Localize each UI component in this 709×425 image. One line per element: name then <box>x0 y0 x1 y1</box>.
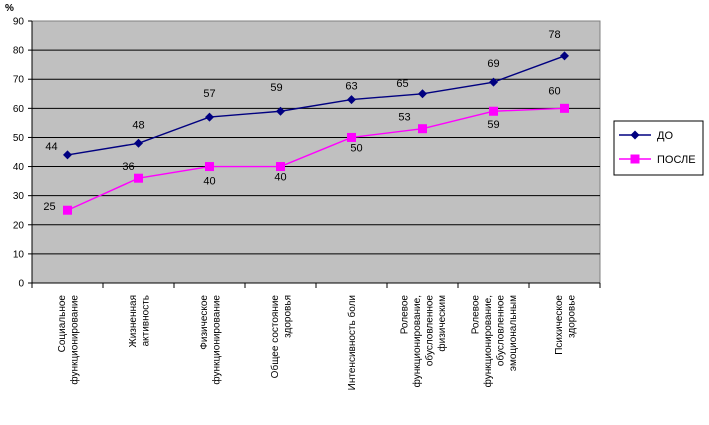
marker-do <box>134 138 143 148</box>
x-tick-label-line: функционирование <box>68 295 80 385</box>
x-tick-label-line: функционирование, <box>411 295 423 387</box>
y-axis-label: % <box>5 3 14 14</box>
x-tick-label: Физическое функционирование <box>199 295 223 385</box>
x-tick-label-line: Жизненная <box>128 295 139 348</box>
marker-do <box>63 150 72 160</box>
data-label: 60 <box>548 85 560 97</box>
legend-marker-do <box>630 130 640 140</box>
data-label: 69 <box>487 58 499 70</box>
marker-do <box>276 106 285 116</box>
data-label: 40 <box>203 176 215 188</box>
y-axis: 0 10 20 30 40 50 60 70 80 90 <box>13 17 33 290</box>
data-label: 36 <box>122 161 134 173</box>
y-tick-label: 10 <box>13 249 25 260</box>
x-tick-label-line: активность <box>140 295 151 346</box>
x-tick-label-line: физическим <box>436 295 448 352</box>
x-tick-label-line: Социальное <box>57 295 68 353</box>
marker-do <box>418 89 427 99</box>
x-tick-label-line: Общее состояние <box>269 295 281 379</box>
data-label: 48 <box>132 119 144 131</box>
x-tick-label-line: функционирование, <box>482 295 494 387</box>
y-tick-label: 80 <box>13 46 25 57</box>
marker-posle <box>418 124 427 134</box>
x-tick-label-line: Интенсивность боли <box>346 295 358 390</box>
marker-do <box>489 77 498 87</box>
gridlines <box>32 49 600 255</box>
x-tick-label-line: Психическое <box>554 295 565 355</box>
y-tick-label: 50 <box>13 133 25 144</box>
data-label: 44 <box>45 141 57 153</box>
data-label: 25 <box>43 201 55 213</box>
data-label: 40 <box>274 172 286 184</box>
x-tick-label-line: эмоциональным <box>508 295 519 371</box>
x-tick-label-line: обусловленное <box>423 295 435 367</box>
data-label: 50 <box>350 142 362 154</box>
x-tick-label-line: обусловленное <box>494 295 506 367</box>
series-line-posle <box>67 107 565 211</box>
y-tick-label: 0 <box>18 279 24 290</box>
y-tick-label: 60 <box>13 104 25 115</box>
data-label: 53 <box>398 112 410 124</box>
data-label: 59 <box>487 119 499 131</box>
data-label: 63 <box>345 81 357 93</box>
x-tick-label-line: Физическое <box>199 295 210 350</box>
marker-posle <box>489 106 498 116</box>
marker-do <box>560 51 569 61</box>
legend-label: ПОСЛЕ <box>657 154 696 166</box>
series-line-do <box>67 55 565 156</box>
x-tick-label: Ролевое функционирование, обусловленное эмо… <box>470 295 519 388</box>
series-layer: 44 48 57 59 63 65 69 78 25 36 40 40 50 53 59 60 <box>43 29 569 215</box>
x-tick-label-line: здоровье <box>566 295 577 338</box>
x-tick-label-line: Ролевое <box>470 295 481 335</box>
legend: ДО ПОСЛЕ <box>613 120 704 176</box>
marker-posle <box>134 173 143 183</box>
marker-posle <box>205 162 214 172</box>
x-tick-label-line: здоровья <box>282 295 293 338</box>
y-tick-label: 20 <box>13 220 25 231</box>
marker-posle <box>560 103 569 113</box>
legend-label: ДО <box>657 130 673 142</box>
marker-posle <box>276 162 285 172</box>
x-tick-label: Ролевое функционирование, обусловленное физ… <box>399 295 448 388</box>
x-tick-label: Общее состояние здоровья <box>269 295 294 379</box>
x-tick-label: Социальное функционирование <box>57 295 81 385</box>
y-tick-label: 30 <box>13 191 25 202</box>
marker-do <box>347 95 356 105</box>
marker-posle <box>347 132 356 142</box>
x-axis: Социальное функционирование Жизненная актив… <box>31 282 601 390</box>
x-tick-label-line: функционирование <box>210 295 222 385</box>
legend-box <box>613 120 704 176</box>
y-tick-label: 70 <box>13 75 25 86</box>
marker-posle <box>63 205 72 215</box>
y-tick-label: 90 <box>13 17 25 28</box>
y-tick-label: 40 <box>13 162 25 173</box>
legend-marker-posle <box>630 154 640 164</box>
data-label: 57 <box>203 88 215 100</box>
x-tick-label: Интенсивность боли <box>346 295 358 390</box>
data-label: 65 <box>396 78 408 90</box>
x-tick-label: Психическое здоровье <box>554 295 578 355</box>
x-tick-label-line: Ролевое <box>399 295 410 335</box>
data-label: 78 <box>548 29 560 41</box>
marker-do <box>205 112 214 122</box>
data-label: 59 <box>270 82 282 94</box>
x-tick-label: Жизненная активность <box>128 295 152 348</box>
